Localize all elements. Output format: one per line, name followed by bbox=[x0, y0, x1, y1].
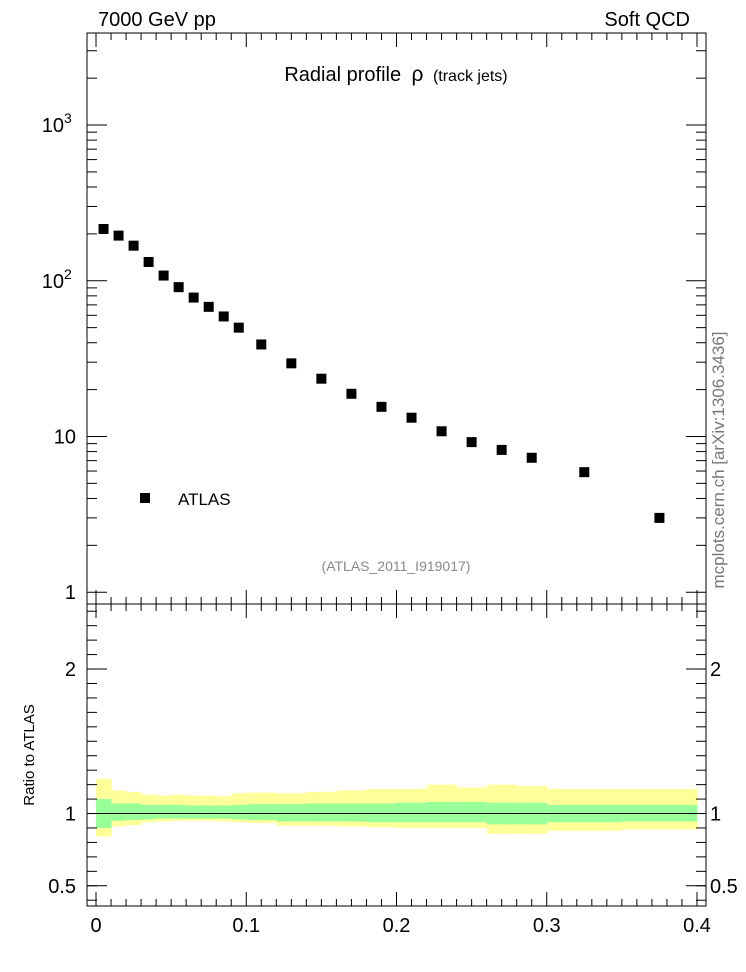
data-point bbox=[203, 301, 214, 312]
title-suffix: (track jets) bbox=[433, 68, 508, 85]
x-tick-label: 0 bbox=[90, 915, 101, 937]
stat-uncertainty-band bbox=[366, 803, 397, 823]
y-tick-label: 2 bbox=[65, 659, 76, 681]
data-point bbox=[188, 292, 199, 303]
ratio-ticks: 0 0.1 0.2 0.3 0.4 0.5 0.5 1 1 2 2 bbox=[48, 604, 738, 937]
y-tick-label: 1 bbox=[65, 582, 76, 604]
stat-uncertainty-band bbox=[186, 805, 202, 819]
stat-uncertainty-band bbox=[336, 803, 367, 822]
data-point bbox=[496, 444, 507, 455]
reference-label: (ATLAS_2011_I919017) bbox=[322, 558, 471, 574]
y-tick-label-right: 1 bbox=[710, 804, 721, 826]
x-tick-label: 0.4 bbox=[683, 915, 711, 937]
data-point bbox=[143, 256, 154, 267]
stat-uncertainty-band bbox=[171, 804, 187, 819]
data-point bbox=[98, 223, 109, 234]
data-points bbox=[98, 223, 665, 523]
x-tick-label: 0.2 bbox=[383, 915, 411, 937]
data-point bbox=[173, 282, 184, 293]
stat-uncertainty-band bbox=[276, 804, 307, 822]
stat-uncertainty-band bbox=[306, 803, 337, 822]
data-point bbox=[113, 230, 124, 241]
data-point bbox=[579, 467, 590, 478]
data-point bbox=[466, 437, 477, 448]
y-tick-label: 10 bbox=[42, 115, 64, 137]
data-point bbox=[406, 412, 417, 423]
data-point bbox=[128, 240, 139, 251]
data-point bbox=[526, 452, 537, 463]
stat-uncertainty-band bbox=[456, 801, 487, 823]
y-tick-label: 10 bbox=[54, 426, 76, 448]
y-tick-label: 0.5 bbox=[48, 876, 76, 898]
stat-uncertainty-band bbox=[246, 804, 277, 821]
y-tick-exponent: 3 bbox=[64, 110, 72, 126]
data-point bbox=[346, 388, 357, 399]
stat-uncertainty-band bbox=[111, 803, 127, 821]
data-point bbox=[233, 322, 244, 333]
data-point bbox=[436, 426, 447, 437]
data-point bbox=[316, 373, 327, 384]
header-left-label: 7000 GeV pp bbox=[98, 9, 216, 31]
ratio-frame bbox=[86, 603, 707, 907]
stat-uncertainty-band bbox=[216, 805, 232, 819]
header-right-label: Soft QCD bbox=[604, 9, 690, 31]
side-label: mcplots.cern.ch [arXiv:1306.3436] bbox=[709, 331, 728, 588]
stat-uncertainty-band bbox=[126, 803, 142, 821]
data-point bbox=[376, 401, 387, 412]
y-tick-exponent: 2 bbox=[64, 266, 72, 282]
title-symbol: ρ bbox=[412, 63, 424, 86]
stat-uncertainty-band bbox=[396, 802, 427, 823]
ratio-panel: 0 0.1 0.2 0.3 0.4 0.5 0.5 1 1 2 2 Ratio to ATLAS bbox=[21, 603, 738, 937]
data-point bbox=[286, 358, 297, 369]
stat-uncertainty-band bbox=[201, 805, 217, 819]
stat-uncertainty-band bbox=[141, 804, 157, 820]
y-tick-label: 10 bbox=[42, 271, 64, 293]
y-tick-label-right: 2 bbox=[710, 659, 721, 681]
ratio-bands bbox=[96, 778, 697, 837]
y-tick-label-right: 0.5 bbox=[710, 876, 738, 898]
data-point bbox=[158, 270, 169, 281]
data-point bbox=[654, 512, 665, 523]
stat-uncertainty-band bbox=[156, 804, 172, 819]
chart-title: Radial profile ρ (track jets) bbox=[284, 63, 507, 86]
stat-uncertainty-band bbox=[426, 801, 457, 823]
main-frame bbox=[86, 32, 707, 605]
title-main: Radial profile bbox=[284, 64, 401, 86]
x-tick-label: 0.3 bbox=[533, 915, 561, 937]
stat-uncertainty-band bbox=[231, 804, 247, 820]
ratio-ylabel: Ratio to ATLAS bbox=[21, 704, 38, 805]
data-point bbox=[256, 339, 267, 350]
legend-marker bbox=[140, 493, 150, 503]
data-point bbox=[218, 311, 229, 322]
y-tick-label: 1 bbox=[65, 804, 76, 826]
x-tick-label: 0.1 bbox=[232, 915, 260, 937]
legend-label: ATLAS bbox=[178, 490, 231, 509]
